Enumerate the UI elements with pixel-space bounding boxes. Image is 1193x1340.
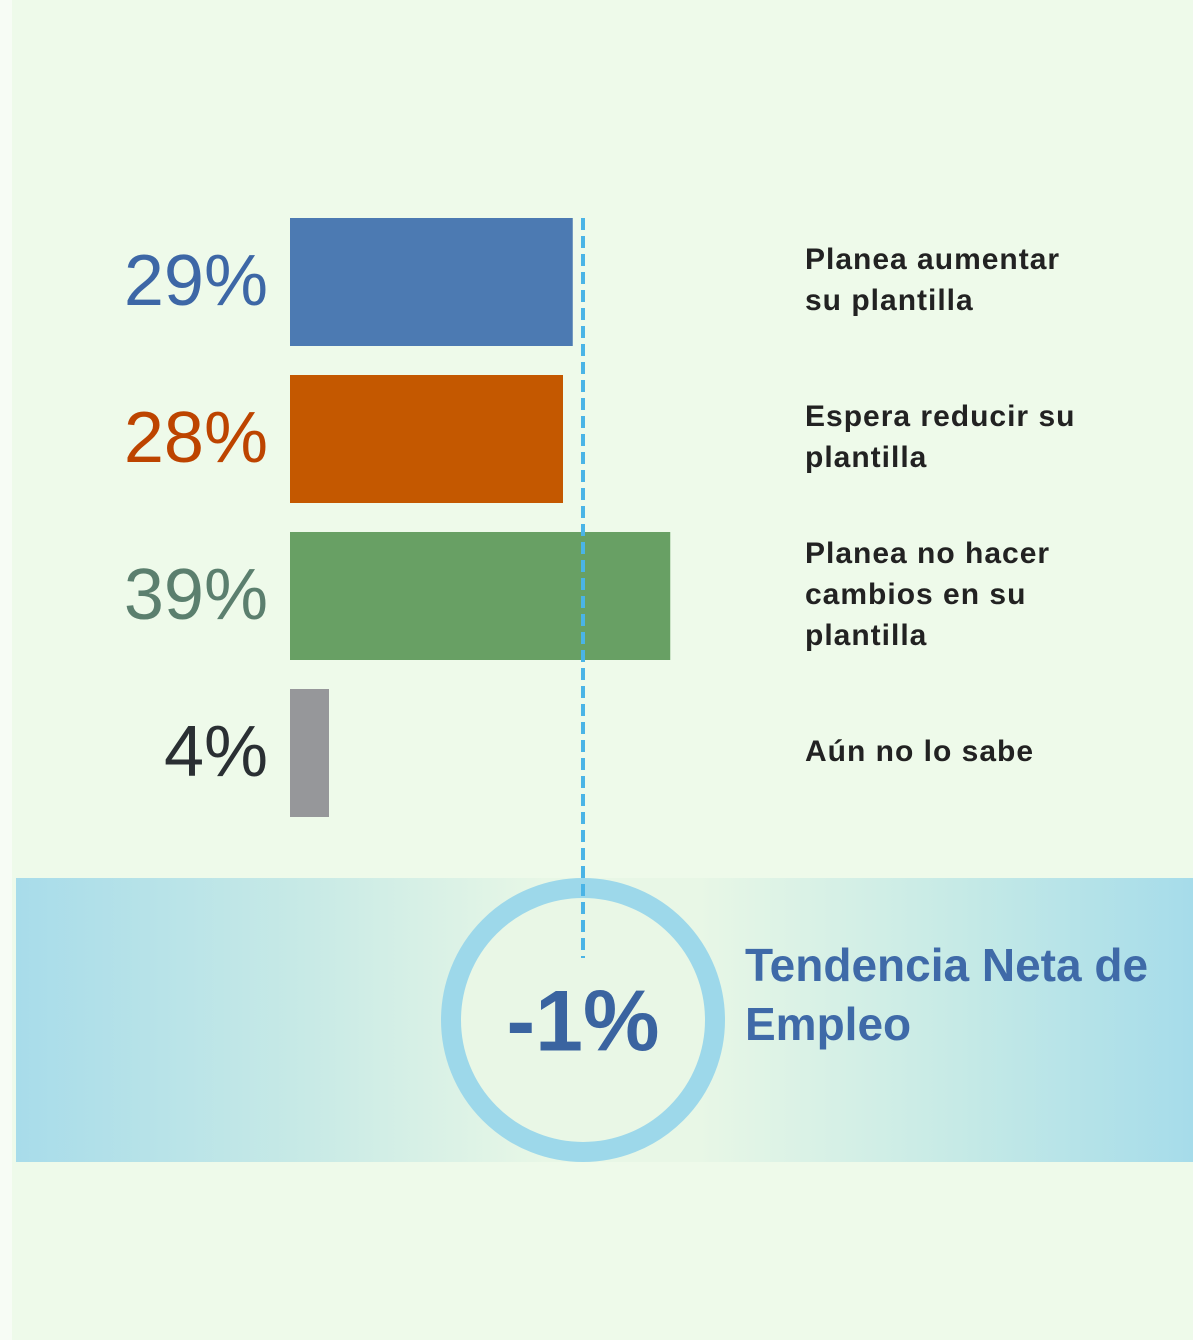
bar [290,689,329,817]
category-label: Planea no hacer cambios en su plantilla [805,536,1051,652]
category-label: Planea aumentar su plantilla [805,243,1061,317]
value-label: 29% [124,241,268,321]
category-label: Espera reducir su plantilla [805,400,1076,474]
bar [290,375,563,503]
bar [290,218,573,346]
value-label: 4% [164,712,268,792]
net-value: -1% [507,974,660,1070]
bar [290,532,671,660]
side-strip [0,0,12,1340]
value-label: 28% [124,398,268,478]
category-label: Aún no lo sabe [805,734,1035,768]
value-label: 39% [124,555,268,635]
net-label: Tendencia Neta de Empleo [745,939,1149,1050]
